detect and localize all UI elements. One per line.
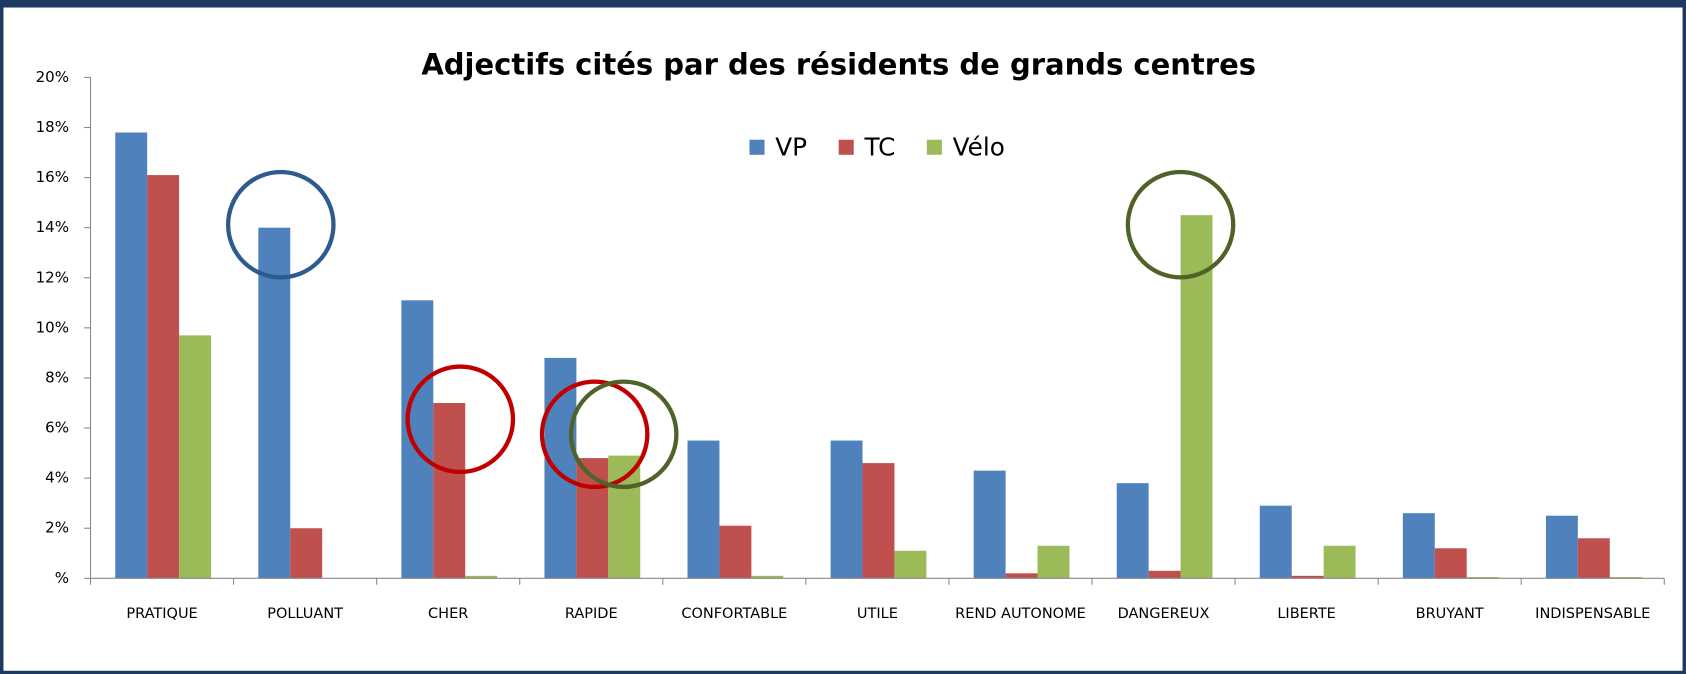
- x-tick-label: BRUYANT: [1416, 606, 1484, 622]
- x-tick-label: REND AUTONOME: [955, 606, 1086, 622]
- legend-swatch: [749, 139, 765, 155]
- legend-swatch: [838, 139, 854, 155]
- bar: [1291, 575, 1324, 579]
- y-tick-label: 6%: [45, 419, 69, 437]
- legend-label: VP: [775, 132, 807, 161]
- bar: [147, 175, 180, 579]
- bar: [1577, 538, 1610, 579]
- highlight-circle: [568, 379, 679, 490]
- legend-swatch: [926, 139, 942, 155]
- y-tick-label: 20%: [36, 68, 69, 86]
- highlight-circle: [225, 169, 336, 280]
- chart-title: Adjectifs cités par des résidents de gra…: [421, 48, 1256, 82]
- bar: [1259, 505, 1292, 579]
- y-tick-label: 8%: [45, 368, 69, 386]
- bar: [1402, 513, 1435, 579]
- x-tick-label: DANGEREUX: [1118, 606, 1210, 622]
- x-tick-label: CHER: [428, 606, 468, 622]
- bar: [115, 132, 148, 579]
- x-tick-label: LIBERTE: [1277, 606, 1336, 622]
- bar: [1116, 483, 1149, 579]
- y-tick-label: 18%: [36, 118, 69, 136]
- plot-area: % 2% 4% 6% 8% 10% 12% 14% 16% 18% 20% PRATIQUE POLLU…: [36, 68, 1665, 622]
- highlight-circle: [1125, 169, 1236, 280]
- x-tick-label: UTILE: [857, 606, 898, 622]
- x-tick-label: INDISPENSABLE: [1535, 606, 1650, 622]
- x-tick-label: CONFORTABLE: [681, 606, 787, 622]
- x-tick-label: POLLUANT: [267, 606, 343, 622]
- bar: [179, 335, 212, 579]
- legend-label: Vélo: [953, 132, 1005, 161]
- y-tick-label: 2%: [45, 519, 69, 537]
- bar: [1323, 545, 1356, 579]
- y-tick-label: %: [55, 569, 69, 587]
- legend-label: TC: [863, 132, 895, 161]
- bar: [1148, 570, 1181, 579]
- bar: [687, 440, 720, 579]
- bar: [862, 463, 895, 579]
- bar: [1005, 573, 1038, 579]
- bar: [1545, 515, 1578, 579]
- bar: [290, 528, 323, 579]
- x-tick-label: PRATIQUE: [126, 606, 197, 622]
- y-tick-label: 4%: [45, 469, 69, 487]
- bar: [608, 455, 641, 579]
- highlight-circle: [539, 379, 650, 490]
- bar: [1037, 545, 1070, 579]
- bar: [894, 550, 927, 579]
- bar: [719, 525, 752, 579]
- y-tick-label: 12%: [36, 268, 69, 286]
- y-tick-label: 10%: [36, 318, 69, 336]
- bar: [433, 403, 466, 579]
- y-tick-label: 14%: [36, 218, 69, 236]
- bar: [1609, 577, 1642, 579]
- y-tick-label: 16%: [36, 168, 69, 186]
- highlight-circle: [405, 364, 516, 475]
- bar: [830, 440, 863, 579]
- bar: [751, 575, 784, 579]
- x-tick-label: RAPIDE: [565, 606, 618, 622]
- bar: [465, 575, 498, 579]
- bar: [544, 357, 577, 579]
- annotations: [225, 169, 1236, 490]
- bar: [973, 470, 1006, 579]
- bar: [401, 300, 434, 579]
- bar: [1434, 548, 1467, 579]
- bar: [1466, 577, 1499, 579]
- bar: [258, 227, 291, 579]
